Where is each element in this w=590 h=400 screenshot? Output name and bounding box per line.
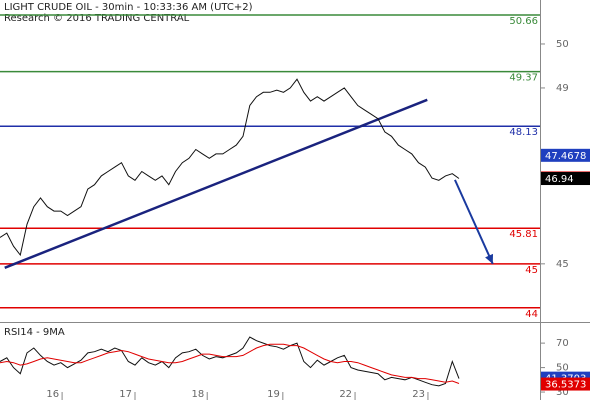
level-label: 49.37: [509, 73, 538, 84]
arrow-head: [485, 253, 494, 264]
price-box-label: 47.4678: [545, 151, 586, 162]
x-tick-label: 16: [46, 389, 59, 400]
panel-title: RSI14 - 9MA: [4, 327, 65, 338]
y-tick-label: 30: [556, 387, 569, 398]
arrow: [454, 179, 494, 265]
y-tick-label: 70: [556, 338, 569, 349]
price-box-label: 36.5373: [545, 380, 586, 391]
x-tick-label: 23: [412, 389, 425, 400]
chart-subtitle: Research © 2016 TRADING CENTRAL: [4, 13, 190, 24]
y-tick-label: 45: [556, 259, 569, 270]
price-box: [541, 148, 590, 162]
chart-title: LIGHT CRUDE OIL - 30min - 10:33:36 AM (U…: [4, 2, 253, 13]
y-tick-label: 50: [556, 39, 569, 50]
level-label: 48.13: [509, 127, 538, 138]
price-box: [541, 377, 590, 391]
level-label: 45.81: [509, 229, 538, 240]
price-box-label: 46.94: [545, 174, 574, 185]
x-tick-label: 17: [119, 389, 132, 400]
series-line: [0, 78, 460, 257]
x-tick-label: 19: [267, 389, 280, 400]
x-tick-label: 22: [339, 389, 352, 400]
level-label: 44: [525, 309, 538, 320]
price-box: [541, 172, 590, 186]
level-label: 45: [525, 265, 538, 276]
trendline: [4, 98, 428, 269]
y-tick-label: 50: [556, 363, 569, 374]
level-label: 50.66: [509, 16, 538, 27]
y-tick-label: 49: [556, 83, 569, 94]
x-tick-label: 18: [191, 389, 204, 400]
series-line: [0, 343, 460, 384]
